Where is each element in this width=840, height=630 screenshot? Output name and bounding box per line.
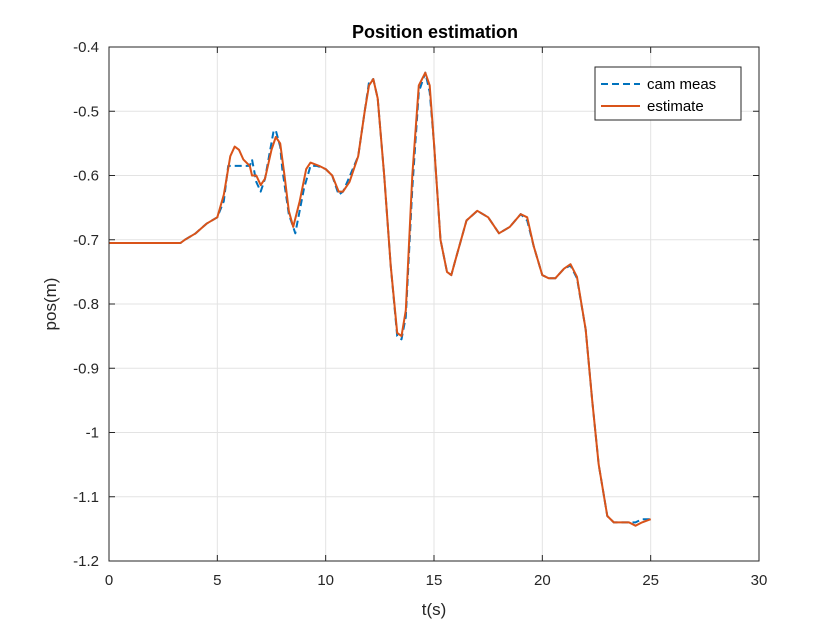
y-tick-label: -0.8 [73, 296, 99, 313]
x-axis-label: t(s) [422, 600, 447, 619]
y-tick-label: -1.1 [73, 489, 99, 506]
y-tick-label: -0.4 [73, 39, 99, 56]
y-tick-label: -0.7 [73, 232, 99, 249]
legend: cam meas estimate [594, 66, 742, 121]
y-axis-label: pos(m) [41, 278, 60, 331]
series-line-estimate [109, 71, 652, 527]
x-tick-label: 30 [751, 572, 768, 589]
y-tick-label: -0.9 [73, 360, 99, 377]
y-tick-label: -0.5 [73, 103, 99, 120]
legend-label: estimate [647, 98, 704, 115]
y-tick-label: -1.2 [73, 553, 99, 570]
x-tick-label: 10 [317, 572, 334, 589]
x-tick-label: 20 [534, 572, 551, 589]
tick-labels: 0 5 10 15 20 25 30 -0.4 -0.5 -0.6 -0.7 -0.8 -0.9 -1 -1… [73, 39, 767, 589]
chart-title: Position estimation [352, 22, 518, 42]
axes [108, 46, 760, 562]
legend-label: cam meas [647, 76, 716, 93]
legend-box [594, 66, 742, 121]
y-tick-label: -0.6 [73, 168, 99, 185]
x-tick-label: 5 [213, 572, 221, 589]
plot-frame [108, 46, 760, 562]
x-tick-label: 0 [105, 572, 113, 589]
y-tick-label: -1 [86, 425, 99, 442]
x-tick-label: 15 [426, 572, 443, 589]
series-layer [109, 71, 652, 527]
x-tick-label: 25 [642, 572, 659, 589]
